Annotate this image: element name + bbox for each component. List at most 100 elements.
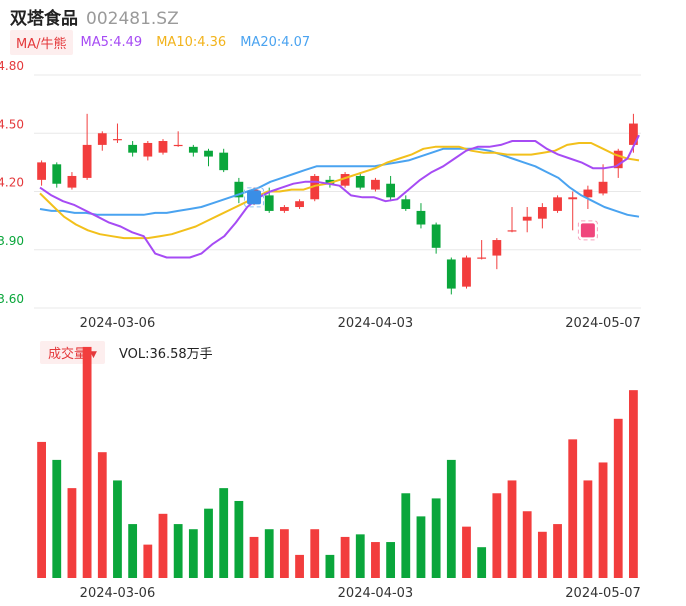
ma5-line xyxy=(39,134,640,259)
candle-body xyxy=(492,240,502,256)
ma-legend: MA/牛熊 MA5:4.49 MA10:4.36 MA20:4.07 xyxy=(10,29,324,55)
volume-bar xyxy=(37,441,46,578)
candle-body xyxy=(173,144,183,147)
candle-body xyxy=(371,179,380,190)
volume-bar xyxy=(492,493,502,578)
volume-bar xyxy=(295,554,304,578)
volume-bar xyxy=(158,513,168,578)
candle-body xyxy=(613,150,623,169)
candle-body xyxy=(325,179,335,184)
candle-body xyxy=(522,216,532,221)
volume-bar xyxy=(629,390,638,578)
volume-bar xyxy=(416,516,426,578)
stock-header: 双塔食品 002481.SZ xyxy=(10,4,179,29)
volume-bar xyxy=(462,526,471,578)
volume-value: VOL:36.58万手 xyxy=(118,347,213,362)
volume-bar xyxy=(67,488,77,578)
y-tick-label: 3.90 xyxy=(0,234,24,248)
volume-bar xyxy=(340,536,350,578)
candle-body xyxy=(462,257,471,287)
ma5-label: MA5:4.49 xyxy=(80,34,143,50)
candle-body xyxy=(295,201,304,208)
volume-bar xyxy=(431,498,441,578)
ma20-label: MA20:4.07 xyxy=(240,34,311,50)
candle-body xyxy=(446,259,456,289)
moving-average-lines xyxy=(39,134,640,259)
candle-body xyxy=(568,197,578,200)
candle-body xyxy=(477,257,487,259)
candle-body xyxy=(507,230,517,232)
volume-bar xyxy=(128,524,138,578)
candle-body xyxy=(97,133,107,145)
candle-body xyxy=(219,152,229,171)
ma10-label: MA10:4.36 xyxy=(156,34,227,50)
candle-body xyxy=(188,146,198,153)
candle-body xyxy=(234,181,244,198)
volume-bar xyxy=(204,508,213,578)
bear-marker-icon[interactable] xyxy=(244,187,265,208)
volume-bar xyxy=(219,488,229,578)
price-axis: 4.80 4.50 4.20 3.90 3.60 xyxy=(0,59,24,306)
volume-bar xyxy=(553,524,562,578)
volume-bar xyxy=(371,542,380,578)
volume-bar xyxy=(143,544,153,578)
x-tick-label: 2024-03-06 xyxy=(80,586,156,601)
x-tick-label: 2024-03-06 xyxy=(80,316,156,331)
candlestick-series xyxy=(37,113,638,295)
candle-body xyxy=(310,175,320,200)
volume-bar xyxy=(598,462,608,578)
x-tick-label: 2024-05-07 xyxy=(565,316,641,331)
volume-x-axis: 2024-03-06 2024-04-03 2024-05-07 xyxy=(80,586,641,601)
candle-body xyxy=(598,181,608,194)
volume-bar xyxy=(264,529,274,578)
volume-bar xyxy=(188,529,198,578)
candle-body xyxy=(264,195,274,211)
volume-bar xyxy=(613,418,623,578)
candle-body xyxy=(416,210,426,225)
candle-body xyxy=(113,139,122,141)
stock-name: 双塔食品 xyxy=(10,9,78,29)
candle-body xyxy=(52,164,62,184)
candle-body xyxy=(340,174,350,186)
volume-bar xyxy=(446,459,456,578)
ma-indicator-tab[interactable]: MA/牛熊 xyxy=(10,29,73,55)
candle-body xyxy=(128,144,138,153)
price-grid xyxy=(34,74,641,309)
ma20-line xyxy=(39,147,640,218)
volume-bar xyxy=(97,452,107,578)
y-tick-label: 4.50 xyxy=(0,117,24,131)
volume-bar xyxy=(477,547,487,578)
volume-bar xyxy=(82,346,92,578)
y-tick-label: 4.20 xyxy=(0,176,24,190)
volume-bar xyxy=(355,534,365,578)
volume-bar xyxy=(234,500,244,578)
volume-bar xyxy=(52,459,62,578)
candle-body xyxy=(82,144,92,178)
volume-bar xyxy=(325,554,335,578)
volume-bar xyxy=(401,493,411,578)
signal-markers xyxy=(244,187,598,241)
ma10-line xyxy=(39,142,640,240)
candle-body xyxy=(386,183,396,198)
candle-body xyxy=(37,162,46,180)
price-x-axis: 2024-03-06 2024-04-03 2024-05-07 xyxy=(80,316,641,331)
x-tick-label: 2024-04-03 xyxy=(338,586,414,601)
volume-bar xyxy=(522,511,532,578)
candle-body xyxy=(67,175,77,188)
volume-series xyxy=(37,346,638,578)
volume-bar xyxy=(249,536,259,578)
bull-marker-icon[interactable] xyxy=(577,220,598,241)
volume-bar xyxy=(386,542,396,578)
volume-tab-label: 成交量 xyxy=(48,347,88,362)
volume-bar xyxy=(310,529,320,578)
x-tick-label: 2024-04-03 xyxy=(338,316,414,331)
volume-bar xyxy=(583,480,593,578)
volume-bar xyxy=(113,480,122,578)
candle-body xyxy=(537,207,547,219)
volume-bar xyxy=(507,480,517,578)
candle-body xyxy=(629,123,638,145)
candle-body xyxy=(158,141,168,153)
dropdown-caret-icon: ▼ xyxy=(90,349,97,360)
candle-body xyxy=(355,175,365,188)
